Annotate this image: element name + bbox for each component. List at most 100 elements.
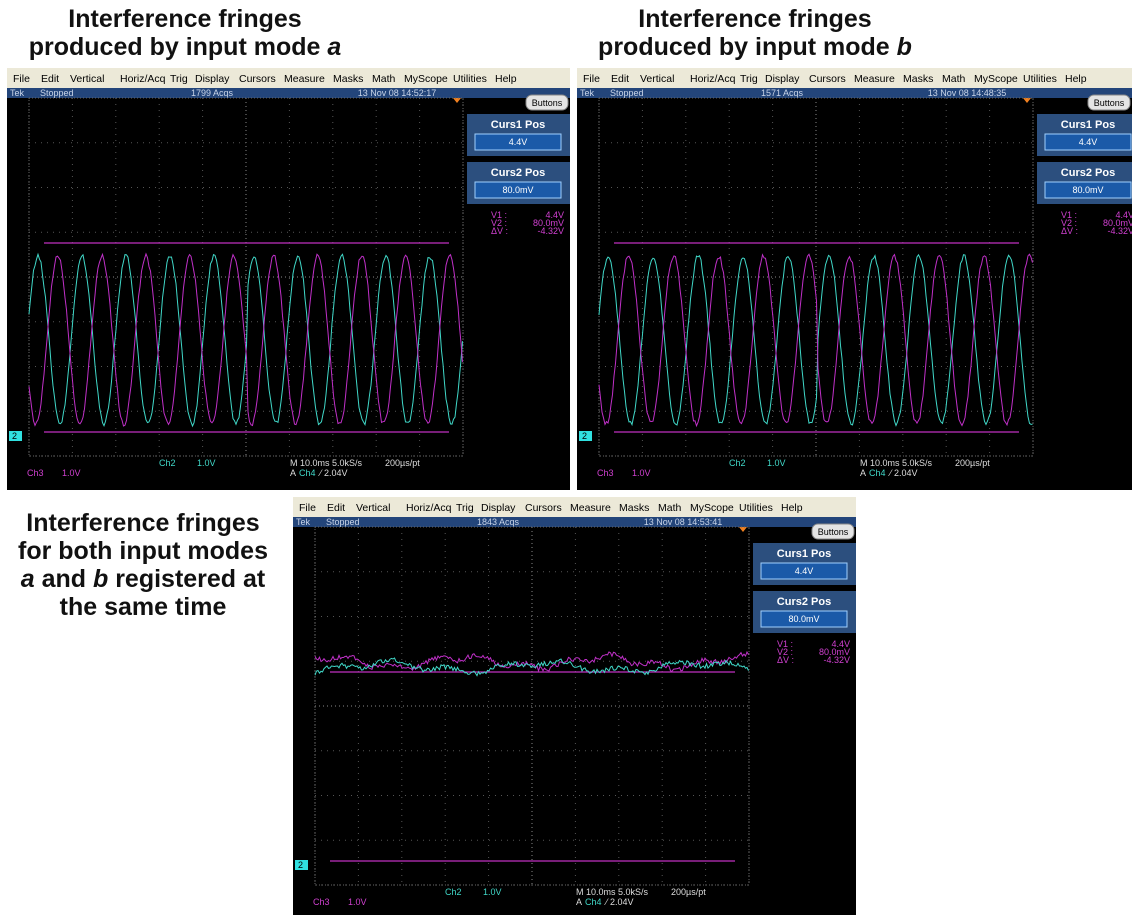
menu-item[interactable]: Vertical	[70, 73, 104, 85]
menu-item[interactable]: Math	[372, 73, 396, 85]
readout-value: -4.32V	[1107, 226, 1132, 236]
menu-item[interactable]: Edit	[611, 73, 629, 85]
trigger-channel: Ch4	[585, 897, 602, 907]
cursor-value: 4.4V	[795, 566, 814, 576]
menu-item[interactable]: Help	[781, 502, 803, 514]
status-acqs: 1799 Acqs	[191, 88, 234, 98]
menu-item[interactable]: Measure	[284, 73, 325, 85]
channel-name: Ch2	[729, 458, 746, 468]
trigger-source: A	[576, 897, 582, 907]
menu-item[interactable]: Cursors	[525, 502, 562, 514]
status-acqs: 1571 Acqs	[761, 88, 804, 98]
buttons-label[interactable]: Buttons	[818, 527, 849, 537]
caption-line: the same time	[60, 593, 227, 621]
cursor-label: Curs2 Pos	[491, 167, 545, 179]
screen	[7, 98, 570, 490]
menu-item[interactable]: MyScope	[690, 502, 734, 514]
menu-item[interactable]: Masks	[903, 73, 933, 85]
readout-label: ΔV :	[491, 226, 508, 236]
timebase: M 10.0ms 5.0kS/s	[290, 458, 363, 468]
status-state: Stopped	[40, 88, 74, 98]
menu-item[interactable]: Trig	[456, 502, 474, 514]
status-status: Tek	[10, 88, 25, 98]
menu-item[interactable]: File	[13, 73, 30, 85]
menu-item[interactable]: Vertical	[640, 73, 674, 85]
channel-name: Ch2	[159, 458, 176, 468]
status-date: 13 Nov 08 14:53:41	[644, 517, 723, 527]
buttons-label[interactable]: Buttons	[1094, 98, 1125, 108]
menu-item[interactable]: Trig	[740, 73, 758, 85]
caption-text: a	[327, 33, 341, 61]
caption-text: Interference fringes	[638, 5, 871, 33]
menu-item[interactable]: File	[299, 502, 316, 514]
channel-name: Ch2	[445, 887, 462, 897]
trigger-level: ⁄ 2.04V	[888, 468, 918, 478]
readout-label: ΔV :	[777, 655, 794, 665]
menu-item[interactable]: Math	[942, 73, 966, 85]
caption-text: registered at	[108, 565, 266, 593]
trigger-channel: Ch4	[869, 468, 886, 478]
screen	[293, 527, 856, 915]
menu-item[interactable]: Horiz/Acq	[406, 502, 452, 514]
menu-item[interactable]: Display	[765, 73, 800, 85]
channel-marker-label: 2	[298, 860, 303, 870]
readout-value: -4.32V	[823, 655, 850, 665]
caption-line: produced by input mode a	[29, 33, 342, 61]
menu-item[interactable]: Horiz/Acq	[690, 73, 736, 85]
menu-item[interactable]: Trig	[170, 73, 188, 85]
menu-item[interactable]: MyScope	[974, 73, 1018, 85]
menu-item[interactable]: Utilities	[453, 73, 487, 85]
menu-item[interactable]: Vertical	[356, 502, 390, 514]
caption-line: Interference fringes	[26, 509, 259, 537]
cursor-label: Curs2 Pos	[777, 596, 831, 608]
menu-item[interactable]: Utilities	[739, 502, 773, 514]
menu-item[interactable]: Cursors	[239, 73, 276, 85]
scope-window: File Edit Vertical Horiz/Acq Trig Display Curs…	[293, 497, 856, 915]
menu-item[interactable]: Horiz/Acq	[120, 73, 166, 85]
caption-line: Interference fringes	[68, 5, 301, 33]
caption-text: produced by input mode	[29, 33, 328, 61]
cursor-value: 80.0mV	[502, 185, 533, 195]
timebase: M 10.0ms 5.0kS/s	[576, 887, 649, 897]
channel-marker-label: 2	[582, 431, 587, 441]
menu-item[interactable]: Math	[658, 502, 682, 514]
menu-item[interactable]: Edit	[41, 73, 59, 85]
cursor-value: 4.4V	[509, 137, 528, 147]
menu-item[interactable]: Display	[481, 502, 516, 514]
buttons-label[interactable]: Buttons	[532, 98, 563, 108]
menu-item[interactable]: Measure	[854, 73, 895, 85]
menu-item[interactable]: Masks	[619, 502, 649, 514]
trigger-source: A	[860, 468, 866, 478]
channel-name: Ch3	[597, 468, 614, 478]
menu-item[interactable]: Measure	[570, 502, 611, 514]
menu-item[interactable]: MyScope	[404, 73, 448, 85]
menu-item[interactable]: Edit	[327, 502, 345, 514]
menu-item[interactable]: Cursors	[809, 73, 846, 85]
cursor-label: Curs1 Pos	[777, 548, 831, 560]
readout-value: -4.32V	[537, 226, 564, 236]
caption-line: a and b registered at	[21, 565, 266, 593]
status-date: 13 Nov 08 14:52:17	[358, 88, 437, 98]
channel-marker-label: 2	[12, 431, 17, 441]
channel-scale: 1.0V	[197, 458, 216, 468]
menu-item[interactable]: Display	[195, 73, 230, 85]
readout-label: ΔV :	[1061, 226, 1078, 236]
trigger-channel: Ch4	[299, 468, 316, 478]
status-state: Stopped	[610, 88, 644, 98]
channel-scale: 1.0V	[767, 458, 786, 468]
cursor-value: 80.0mV	[788, 614, 819, 624]
menu-item[interactable]: File	[583, 73, 600, 85]
menu-item[interactable]: Utilities	[1023, 73, 1057, 85]
timebase: M 10.0ms 5.0kS/s	[860, 458, 933, 468]
channel-scale: 1.0V	[348, 897, 367, 907]
menu-item[interactable]: Help	[495, 73, 517, 85]
status-bar	[7, 88, 570, 98]
cursor-label: Curs2 Pos	[1061, 167, 1115, 179]
caption-text: b	[897, 33, 912, 61]
trigger-source: A	[290, 468, 296, 478]
menu-item[interactable]: Help	[1065, 73, 1087, 85]
menu-item[interactable]: Masks	[333, 73, 363, 85]
caption-line: for both input modes	[18, 537, 268, 565]
scope-window: File Edit Vertical Horiz/Acq Trig Display Curs…	[7, 68, 570, 490]
cursor-label: Curs1 Pos	[491, 119, 545, 131]
